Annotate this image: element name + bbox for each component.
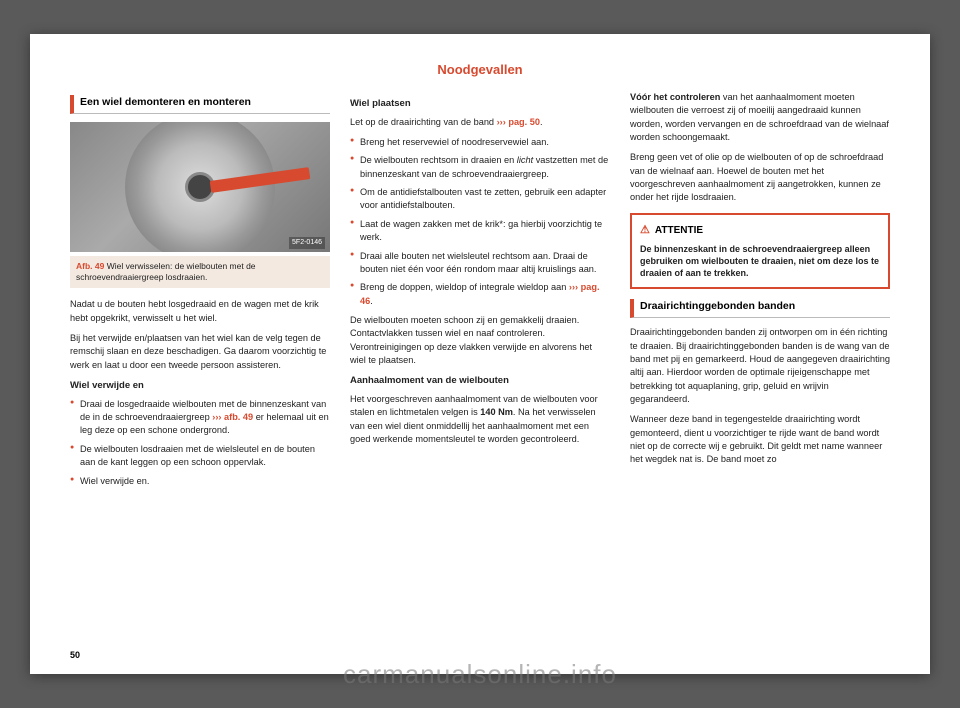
page-number: 50 [70, 650, 80, 660]
bullet-list: Draai de losgedraaide wielbouten met de … [70, 398, 330, 488]
warning-box: ATTENTIE De binnenzeskant in de schroeve… [630, 213, 890, 289]
paragraph: Het voorgeschreven aanhaalmoment van de … [350, 393, 610, 446]
list-item: Breng het reservewiel of noodreservewiel… [350, 136, 610, 149]
warning-body: De binnenzeskant in de schroevendraaier­… [640, 243, 880, 279]
column-3: Vóór het controleren van het aanhaalmo­m… [630, 91, 890, 631]
paragraph: Nadat u de bouten hebt losgedraaid en de… [70, 298, 330, 325]
subheading: Wiel plaatsen [350, 97, 610, 111]
section-heading-demonteren: Een wiel demonteren en monteren [70, 95, 330, 114]
manual-page: Noodgevallen Een wiel demonteren en mont… [30, 34, 930, 674]
subheading: Aanhaalmoment van de wielbouten [350, 374, 610, 388]
paragraph: Wanneer deze band in tegengestelde draai… [630, 413, 890, 466]
column-layout: Een wiel demonteren en monteren 5F2-0146… [70, 91, 890, 631]
section-heading-draairichting: Draairichtinggebonden banden [630, 299, 890, 318]
column-2: Wiel plaatsen Let op de draairichting va… [350, 91, 610, 631]
list-item: Laat de wagen zakken met de krik*: ga hi… [350, 218, 610, 245]
figure-ref: ››› afb. 49 [212, 412, 253, 422]
list-item: Draai de losgedraaide wielbouten met de … [70, 398, 330, 438]
paragraph: Let op de draairichting van de band ››› … [350, 116, 610, 129]
paragraph: Draairichtinggebonden banden zij ontwor­… [630, 326, 890, 406]
paragraph: Vóór het controleren van het aanhaalmo­m… [630, 91, 890, 144]
subheading: Wiel verwijde en [70, 379, 330, 393]
figure-id: 5F2-0146 [289, 237, 325, 249]
paragraph: De wielbouten moeten schoon zij en gemak… [350, 314, 610, 367]
list-item: Breng de doppen, wieldop of integrale wi… [350, 281, 610, 308]
list-item: Draai alle bouten net wielsleutel rechts… [350, 250, 610, 277]
wheel-graphic [125, 122, 275, 252]
figure-caption: Afb. 49 Wiel verwisselen: de wielbouten … [70, 256, 330, 288]
figure-label: Afb. 49 [76, 261, 104, 271]
page-ref: ››› pag. 50 [497, 117, 540, 127]
paragraph: Bij het verwijde en/plaatsen van het wie… [70, 332, 330, 372]
warning-title: ATTENTIE [640, 223, 880, 239]
list-item: De wielbouten losdraaien met de wielsleu… [70, 443, 330, 470]
list-item: De wielbouten rechtsom in draaien en lic… [350, 154, 610, 181]
column-1: Een wiel demonteren en monteren 5F2-0146… [70, 91, 330, 631]
figure-49: 5F2-0146 [70, 122, 330, 252]
paragraph: Breng geen vet of olie op de wielbouten … [630, 151, 890, 204]
list-item: Wiel verwijde en. [70, 475, 330, 488]
list-item: Om de antidiefstalbouten vast te zetten,… [350, 186, 610, 213]
bullet-list: Breng het reservewiel of noodreservewiel… [350, 136, 610, 308]
chapter-title: Noodgevallen [70, 62, 890, 77]
